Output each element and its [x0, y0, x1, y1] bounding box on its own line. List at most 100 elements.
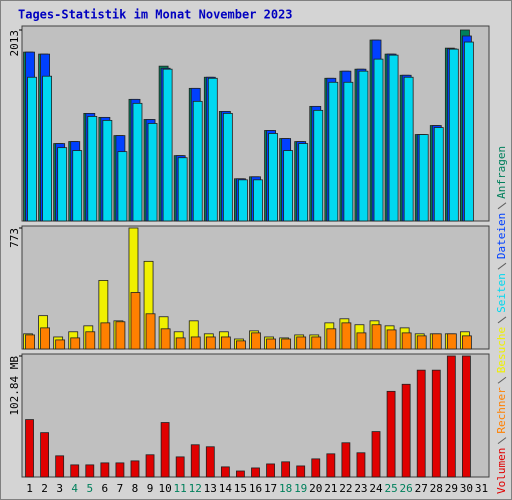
bar [386, 329, 397, 350]
x-tick-label: 25 [384, 482, 397, 495]
bar [283, 150, 294, 222]
bar [72, 150, 83, 222]
x-tick-label: 26 [400, 482, 413, 495]
bar [27, 76, 37, 222]
bar [328, 81, 339, 222]
x-tick-label: 5 [86, 482, 93, 495]
bar [57, 147, 68, 222]
bar [448, 48, 459, 222]
bar [177, 157, 188, 222]
bar [222, 113, 233, 222]
bar [418, 134, 429, 222]
x-tick-label: 11 [174, 482, 187, 495]
bar [192, 100, 203, 222]
bar [311, 458, 321, 478]
x-tick-label: 10 [158, 482, 171, 495]
bar [326, 453, 336, 478]
x-tick-label: 3 [56, 482, 63, 495]
x-tick-label: 16 [249, 482, 262, 495]
x-tick-label: 27 [415, 482, 428, 495]
legend-entry: Rechner [495, 387, 508, 434]
bar [464, 41, 474, 222]
bar [207, 77, 218, 222]
bar [356, 332, 367, 350]
x-tick-label: 7 [117, 482, 124, 495]
legend-separator [497, 437, 507, 445]
bar [70, 337, 81, 350]
legend-entry: Volumen [495, 448, 508, 494]
bar [117, 151, 128, 222]
bar [190, 336, 201, 350]
x-tick-label: 6 [102, 482, 109, 495]
bar [102, 120, 113, 222]
x-tick-label: 17 [264, 482, 277, 495]
bar [162, 68, 173, 222]
chart-title: Tages-Statistik im Monat November 2023 [18, 8, 293, 22]
bar [115, 462, 125, 478]
bar [130, 460, 140, 478]
bar [160, 422, 170, 478]
bar [298, 143, 309, 222]
bar [401, 383, 411, 478]
y-tick-label: 102.84 MB [8, 356, 21, 416]
x-tick-label: 2 [41, 482, 48, 495]
bar [251, 467, 260, 478]
legend-separator [497, 202, 507, 210]
bar [281, 338, 292, 350]
bar [85, 464, 95, 478]
x-tick-label: 13 [204, 482, 217, 495]
bar [25, 334, 35, 350]
x-tick-label: 28 [430, 482, 443, 495]
bar [341, 442, 351, 478]
bar [160, 328, 171, 350]
x-tick-label: 30 [460, 482, 473, 495]
bar [70, 464, 80, 478]
bar [386, 390, 396, 478]
bar [296, 465, 306, 478]
x-tick-label: 8 [132, 482, 139, 495]
bar [253, 179, 263, 222]
bar [446, 333, 457, 350]
x-tick-label: 14 [219, 482, 233, 495]
x-tick-label: 22 [339, 482, 352, 495]
bar [55, 339, 66, 350]
bar [85, 331, 96, 350]
bar [40, 432, 49, 478]
bar [371, 431, 381, 478]
bar [175, 456, 185, 478]
legend-entry: Seiten [495, 273, 508, 313]
bar [100, 462, 110, 478]
bar [343, 81, 354, 222]
bar [326, 328, 337, 350]
bar [431, 369, 441, 478]
legend-entry: Anfragen [495, 146, 508, 199]
bar [87, 116, 98, 222]
bar [462, 335, 472, 350]
bar [462, 355, 471, 478]
bar [115, 321, 126, 350]
x-tick-label: 21 [324, 482, 337, 495]
bar [401, 332, 412, 350]
bar [341, 322, 352, 350]
bar [220, 466, 230, 478]
bar [446, 355, 456, 478]
legend-entry: Besuche [495, 327, 508, 373]
x-tick-label: 29 [445, 482, 458, 495]
legend-separator [497, 376, 507, 384]
bar [145, 313, 156, 350]
bar [175, 337, 186, 350]
bar [205, 336, 216, 350]
bar [266, 463, 275, 478]
legend-separator [497, 262, 507, 270]
bar [55, 455, 65, 478]
bar [431, 333, 442, 350]
x-tick-label: 19 [294, 482, 307, 495]
x-tick-label: 4 [71, 482, 78, 495]
bar [236, 470, 245, 478]
bar [190, 444, 200, 478]
x-tick-label: 1 [26, 482, 33, 495]
x-tick-label: 24 [369, 482, 383, 495]
bar [130, 292, 141, 350]
bar [236, 340, 246, 350]
